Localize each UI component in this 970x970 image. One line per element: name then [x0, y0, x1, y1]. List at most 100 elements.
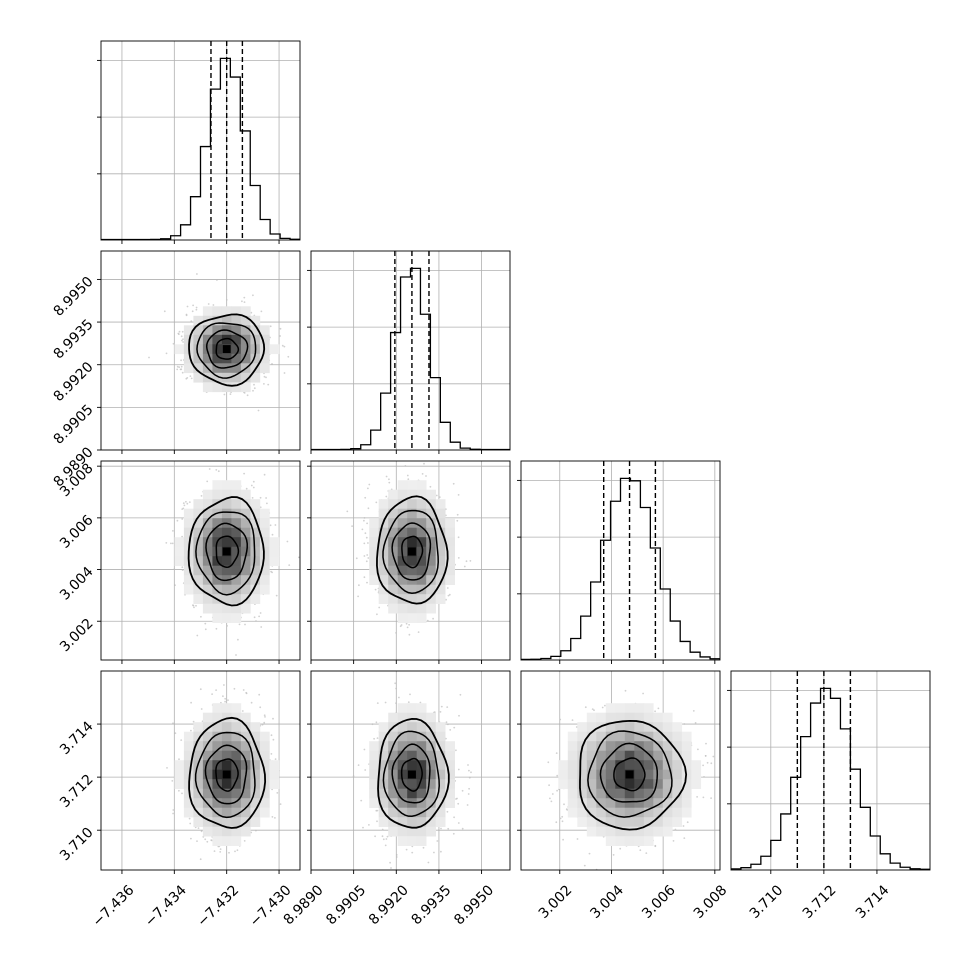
density-cell	[634, 807, 645, 818]
density-cell	[435, 760, 446, 770]
sample-point	[243, 301, 246, 303]
density-cell	[397, 817, 408, 827]
density-cell	[605, 788, 616, 799]
sample-point	[172, 342, 175, 345]
sample-point	[148, 356, 150, 359]
sample-point	[181, 339, 183, 342]
density-cell	[250, 537, 261, 547]
sample-point	[213, 850, 216, 852]
density-cell	[183, 518, 194, 528]
density-cell	[634, 817, 645, 827]
sample-point	[180, 739, 183, 741]
density-cell	[202, 722, 213, 732]
sample-point	[373, 737, 375, 740]
sample-point	[196, 273, 198, 275]
density-cell	[397, 798, 408, 808]
density-cell	[615, 779, 626, 789]
density-cell	[615, 703, 626, 713]
density-cell	[445, 556, 455, 566]
sample-point	[467, 764, 469, 766]
density-cell	[212, 325, 223, 336]
density-cell	[231, 527, 242, 538]
x-tick-label: 3.712	[800, 882, 840, 922]
sample-point	[382, 838, 385, 841]
density-cell	[397, 489, 408, 500]
density-cell	[426, 722, 436, 732]
density-cell	[221, 565, 232, 576]
sample-point	[180, 368, 183, 371]
sample-point	[456, 797, 458, 800]
y-tick-label: 3.712	[57, 771, 97, 811]
density-cell	[624, 760, 635, 770]
density-cell	[221, 594, 232, 604]
density-cell	[174, 344, 185, 355]
density-peak	[222, 547, 231, 556]
sample-point	[357, 595, 359, 598]
sample-point	[696, 796, 698, 798]
sample-point	[408, 633, 411, 636]
density-cell	[240, 565, 251, 576]
density-cell	[662, 722, 673, 732]
density-cell	[221, 489, 232, 500]
grid-lines	[101, 41, 300, 240]
contour-level-2	[382, 509, 439, 595]
histogram-step	[101, 57, 300, 240]
density-cell	[202, 382, 213, 393]
density-cell	[416, 499, 427, 509]
sample-point	[363, 748, 366, 751]
sample-point	[692, 710, 695, 712]
sample-point	[263, 473, 266, 476]
density-cell	[445, 750, 455, 761]
density-cell	[269, 760, 280, 770]
density-cell	[231, 584, 242, 595]
sample-point	[204, 838, 207, 841]
sample-point	[271, 363, 273, 365]
density-cell	[681, 779, 692, 789]
density-cell	[397, 779, 408, 789]
density-cell	[653, 817, 664, 827]
sample-point	[385, 495, 388, 498]
sample-point	[252, 480, 255, 483]
x-tick-label: 3.006	[639, 882, 679, 922]
density-cell	[662, 788, 673, 799]
sample-point	[385, 838, 388, 840]
density-cell	[388, 584, 398, 595]
density-cell	[193, 372, 204, 383]
sample-point	[378, 606, 381, 609]
sample-point	[174, 732, 177, 735]
density-cell	[183, 363, 194, 374]
x-tick-label: 3.004	[587, 882, 627, 922]
sample-point	[417, 631, 420, 633]
density-cell	[445, 798, 455, 808]
density-cell	[174, 760, 185, 770]
density-cell	[435, 565, 446, 576]
sample-point	[195, 604, 197, 607]
density-cell	[221, 527, 232, 538]
density-cell	[407, 594, 417, 604]
density-cell	[259, 363, 270, 374]
density-cell	[231, 750, 242, 761]
density-cell	[231, 788, 242, 799]
sample-point	[265, 376, 267, 379]
sample-point	[274, 817, 276, 819]
sample-point	[375, 721, 378, 724]
sample-point	[362, 826, 364, 829]
density-cell	[662, 817, 673, 827]
density-cell	[624, 741, 635, 751]
density-cell	[397, 741, 408, 751]
x-tick-label: 3.008	[691, 882, 731, 922]
density-cell	[193, 499, 204, 509]
sample-point	[363, 555, 366, 557]
density-cell	[183, 575, 194, 585]
density-cell	[388, 565, 398, 576]
sample-point	[263, 721, 266, 724]
y-tick-label: 3.004	[57, 564, 97, 604]
density-cell	[250, 594, 261, 604]
density-cell	[397, 575, 408, 585]
sample-point	[355, 557, 358, 560]
density-cell	[193, 556, 204, 566]
density-cell	[240, 489, 251, 500]
density-cell	[369, 779, 379, 789]
density-cell	[202, 499, 213, 509]
sample-point	[384, 844, 387, 847]
